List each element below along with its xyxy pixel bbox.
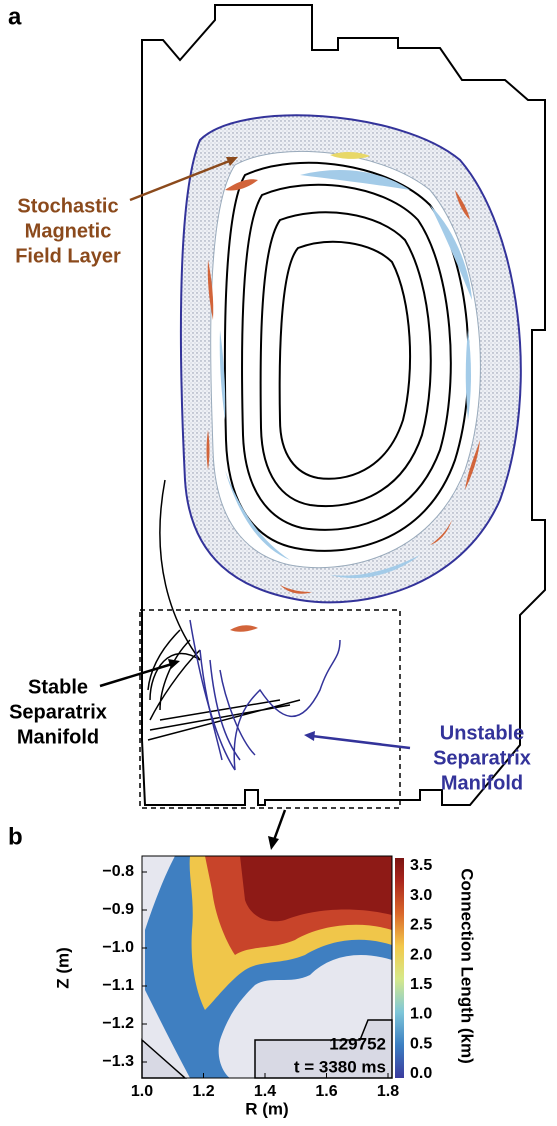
x-tick-label: 1.8	[377, 1083, 399, 1100]
panel-label: b	[8, 823, 23, 850]
colorbar-tick-label: 3.0	[410, 887, 432, 904]
annotation: Stable	[28, 676, 88, 698]
arrow	[274, 810, 285, 840]
colorbar-tick-label: 1.0	[410, 1006, 432, 1023]
colorbar-tick-label: 2.0	[410, 946, 432, 963]
y-tick-label: −1.3	[102, 1053, 134, 1070]
arrow	[312, 736, 410, 748]
y-tick-label: −1.2	[102, 1015, 134, 1032]
x-tick-label: 1.4	[254, 1083, 276, 1100]
unstable-manifold	[190, 620, 340, 770]
annotation: Field Layer	[15, 245, 121, 267]
annotation: t = 3380 ms	[294, 1057, 386, 1076]
colorbar-tick-label: 1.5	[410, 976, 432, 993]
y-tick-label: −1.1	[102, 977, 134, 994]
y-tick-label: −0.9	[102, 901, 134, 918]
annotation: Separatrix	[433, 747, 531, 769]
annotation: Magnetic	[25, 220, 112, 242]
panel-label: a	[8, 3, 22, 30]
y-tick-label: −1.0	[102, 939, 134, 956]
x-tick-label: 1.2	[192, 1083, 214, 1100]
annotation: Manifold	[17, 726, 99, 748]
annotation: Unstable	[440, 722, 524, 744]
annotation: Separatrix	[9, 701, 107, 723]
colorbar-tick-label: 0.0	[410, 1065, 432, 1082]
annotation: 129752	[329, 1034, 386, 1053]
arrow	[100, 664, 172, 686]
figure: a Stochastic Magnetic Field Layer Stable…	[0, 0, 557, 1121]
annotation: Manifold	[441, 772, 523, 794]
x-tick-label: 1.6	[315, 1083, 337, 1100]
colorbar-tick-label: 0.5	[410, 1035, 432, 1052]
arrow-head	[304, 731, 315, 741]
annotation: Stochastic	[17, 195, 118, 217]
y-axis-label: Z (m)	[53, 947, 72, 989]
arrow-head	[268, 836, 279, 850]
colorbar-tick-label: 3.5	[410, 857, 432, 874]
arrow-head	[168, 659, 180, 669]
y-tick-label: −0.8	[102, 863, 134, 880]
colorbar-tick-label: 2.5	[410, 917, 432, 934]
colorbar	[395, 858, 404, 1078]
x-axis-label: R (m)	[245, 1099, 288, 1118]
colorbar-label: Connection Length (km)	[458, 868, 477, 1063]
x-tick-label: 1.0	[131, 1083, 153, 1100]
